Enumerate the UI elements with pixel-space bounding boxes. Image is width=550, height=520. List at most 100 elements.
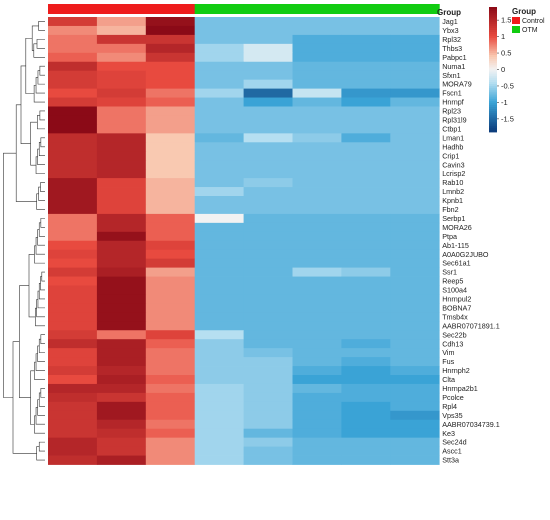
heatmap-cell <box>145 276 196 286</box>
heatmap-cell <box>96 222 147 233</box>
heatmap-cell <box>390 240 440 251</box>
color-scale-segment <box>489 88 497 91</box>
heatmap-cell <box>194 267 244 277</box>
heatmap-cell <box>341 169 391 179</box>
color-scale-segment <box>489 119 497 122</box>
color-scale-segment <box>489 115 497 118</box>
dendrogram-branch <box>38 142 45 157</box>
row-label: Numa1 <box>442 62 465 71</box>
heatmap-cell <box>96 204 147 215</box>
heatmap-cell <box>96 79 147 89</box>
heatmap-cell <box>145 142 196 152</box>
color-scale-segment <box>489 96 497 100</box>
row-label: Serbp1 <box>442 214 465 223</box>
row-label: Ctbp1 <box>442 124 461 133</box>
heatmap-cell <box>341 401 391 412</box>
heatmap-cell <box>48 276 98 286</box>
heatmap-cell <box>194 357 244 367</box>
heatmap-cell <box>145 133 196 143</box>
heatmap-cell <box>194 455 244 465</box>
heatmap-cell <box>48 61 98 72</box>
heatmap-cell <box>341 455 391 465</box>
color-scale-tick-label: -0.5 <box>501 81 514 90</box>
heatmap-cell <box>390 17 440 27</box>
heatmap-cell <box>96 17 147 27</box>
color-scale-segment <box>489 21 497 25</box>
color-scale-segment <box>489 100 497 104</box>
heatmap-cell <box>341 196 391 206</box>
heatmap-cell <box>292 437 342 447</box>
dendrogram-branch <box>36 446 45 461</box>
dendrogram-branch <box>30 370 35 425</box>
color-scale-segment <box>489 117 497 120</box>
heatmap-cell <box>292 160 342 170</box>
color-scale-segment <box>489 50 497 54</box>
heatmap-cell <box>292 303 342 313</box>
heatmap-cell <box>243 17 293 27</box>
dendrogram-branch <box>40 218 45 228</box>
row-label: Rpl23 <box>442 107 461 116</box>
heatmap-cell <box>96 34 147 45</box>
color-scale-segment <box>489 54 497 58</box>
heatmap-cell <box>243 249 293 260</box>
heatmap-cell <box>292 339 342 349</box>
color-scale-segment <box>489 32 497 35</box>
heatmap-cell <box>292 61 342 72</box>
color-scale-segment <box>489 46 497 50</box>
heatmap-cell <box>243 446 293 456</box>
heatmap-cell <box>341 392 391 403</box>
heatmap-cell <box>48 115 98 125</box>
color-scale-segment <box>489 107 497 110</box>
heatmap-cell <box>341 61 391 72</box>
heatmap-cell <box>145 240 196 251</box>
heatmap-cell <box>243 240 293 251</box>
row-label: Rab10 <box>442 178 463 187</box>
row-label: Jag1 <box>442 17 458 26</box>
heatmap-cell <box>341 437 391 447</box>
dendrogram-branch <box>38 392 45 407</box>
row-label: Hnrnpa2b1 <box>442 384 478 393</box>
color-scale-segment <box>489 92 497 95</box>
dendrogram-branch <box>39 110 45 121</box>
dendrogram-branch <box>40 334 45 344</box>
heatmap-cell <box>48 142 98 152</box>
heatmap-cell <box>145 160 196 170</box>
heatmap-cell <box>145 339 196 349</box>
dendrogram-branch <box>37 345 45 362</box>
heatmap-cell <box>194 276 244 286</box>
dendrogram-branch <box>38 222 45 237</box>
color-scale-ticks: 1.5 1 0.5 0 -0.5 -1 -1.5 <box>497 16 514 123</box>
heatmap-cell <box>292 115 342 125</box>
heatmap-cell <box>194 446 244 456</box>
heatmap-cell <box>243 410 293 421</box>
heatmap-cell <box>341 222 391 233</box>
heatmap-cell <box>145 446 196 456</box>
heatmap-cell <box>48 285 98 295</box>
row-label: BOBNA7 <box>442 303 471 312</box>
heatmap-cell <box>390 133 440 143</box>
dendrogram-branch <box>37 70 45 85</box>
heatmap-cell <box>341 231 391 242</box>
heatmap-cell <box>194 366 244 376</box>
heatmap-cell <box>341 142 391 152</box>
heatmap-cell <box>145 419 196 430</box>
color-scale-segment <box>489 52 497 56</box>
heatmap-cell <box>96 133 147 143</box>
row-label: Sec61a1 <box>442 259 470 268</box>
heatmap-cell <box>96 61 147 72</box>
heatmap-cell <box>194 133 244 143</box>
heatmap-cell <box>243 142 293 152</box>
heatmap-cell <box>390 339 440 349</box>
heatmap-cell <box>96 366 147 376</box>
heatmap-cell <box>341 17 391 27</box>
heatmap-cell <box>48 88 98 98</box>
color-scale-segment <box>489 23 497 27</box>
heatmap-cell <box>48 160 98 170</box>
dendrogram-branch <box>37 115 45 130</box>
heatmap-cell <box>194 312 244 322</box>
color-scale-segment <box>489 48 497 52</box>
heatmap-cell <box>390 303 440 313</box>
heatmap-cell <box>96 348 147 358</box>
color-scale-segment <box>489 11 497 14</box>
color-scale-segment <box>489 129 497 133</box>
